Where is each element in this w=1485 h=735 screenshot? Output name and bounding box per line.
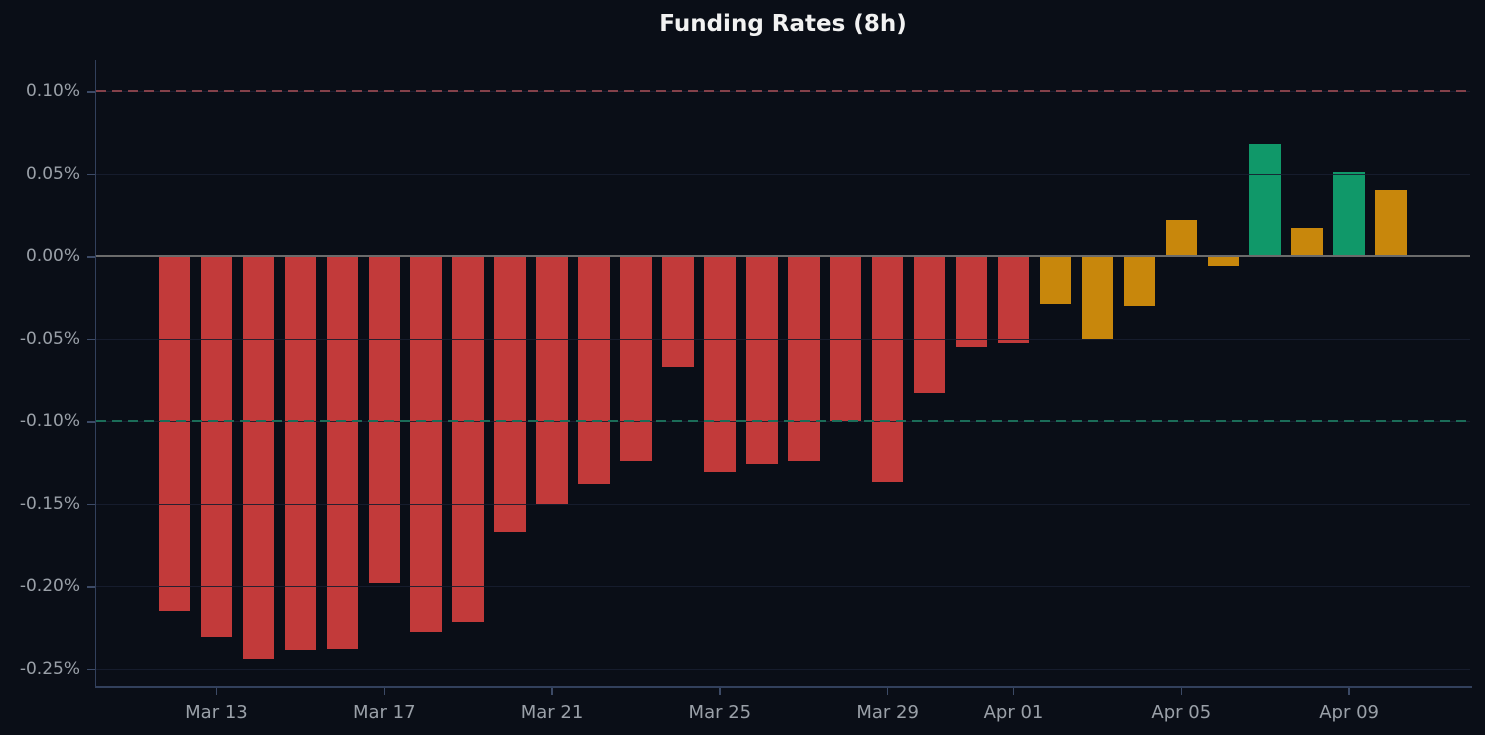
bar-apr-02 bbox=[1039, 256, 1072, 304]
y-tick-label: -0.25% bbox=[19, 658, 80, 679]
bar-apr-09 bbox=[1333, 171, 1365, 256]
bar-mar-18 bbox=[410, 256, 442, 633]
bar-mar-27 bbox=[788, 256, 820, 461]
y-axis-spine bbox=[94, 60, 96, 688]
y-tick-mark bbox=[86, 421, 95, 423]
y-tick-label: 0.05% bbox=[25, 163, 80, 184]
y-tick-label: 0.00% bbox=[25, 246, 80, 267]
x-tick-label: Apr 05 bbox=[1151, 702, 1212, 723]
y-tick-mark bbox=[86, 173, 95, 176]
gridline bbox=[96, 173, 1470, 175]
bar-mar-20 bbox=[494, 256, 526, 532]
bar-mar-19 bbox=[452, 256, 484, 623]
bar-apr-03 bbox=[1081, 256, 1114, 339]
bar-mar-21 bbox=[536, 256, 568, 504]
bar-mar-30 bbox=[913, 256, 946, 393]
x-tick-mark bbox=[719, 687, 721, 695]
bar-apr-01 bbox=[997, 256, 1030, 344]
y-tick-mark bbox=[86, 586, 95, 588]
bar-apr-07 bbox=[1249, 143, 1281, 256]
bar-apr-05 bbox=[1165, 219, 1198, 256]
y-tick-mark bbox=[86, 338, 95, 340]
x-tick-label: Mar 17 bbox=[352, 702, 416, 723]
y-tick-label: 0.10% bbox=[25, 81, 80, 102]
x-tick-label: Mar 29 bbox=[856, 702, 919, 723]
gridline bbox=[96, 338, 1470, 340]
bar-mar-31 bbox=[955, 256, 988, 347]
bar-mar-23 bbox=[620, 256, 652, 461]
plot-area bbox=[96, 60, 1470, 686]
bar-apr-04 bbox=[1123, 256, 1156, 306]
bar-mar-14 bbox=[242, 256, 275, 659]
x-tick-label: Apr 09 bbox=[1319, 702, 1379, 723]
x-tick-mark bbox=[1180, 687, 1183, 695]
bar-mar-25 bbox=[704, 256, 736, 473]
zero-line bbox=[96, 255, 1470, 258]
x-tick-mark bbox=[1348, 687, 1350, 695]
chart-title: Funding Rates (8h) bbox=[659, 11, 907, 37]
x-tick-mark bbox=[886, 687, 889, 695]
x-tick-label: Mar 13 bbox=[185, 702, 248, 723]
lower-threshold-line bbox=[96, 420, 1470, 422]
gridline bbox=[96, 668, 1470, 670]
y-tick-mark bbox=[86, 256, 95, 258]
bar-mar-17 bbox=[368, 256, 400, 583]
x-tick-mark bbox=[215, 687, 218, 695]
y-tick-mark bbox=[86, 91, 95, 93]
x-tick-label: Apr 01 bbox=[983, 702, 1044, 723]
gridline bbox=[96, 586, 1470, 587]
bar-apr-10 bbox=[1375, 190, 1407, 256]
bar-mar-26 bbox=[746, 256, 778, 464]
y-tick-mark bbox=[86, 668, 95, 670]
x-axis-spine bbox=[94, 686, 1472, 688]
bar-mar-15 bbox=[284, 256, 317, 651]
bar-mar-24 bbox=[662, 256, 694, 367]
bar-apr-08 bbox=[1291, 227, 1323, 256]
upper-threshold-line bbox=[96, 90, 1470, 93]
y-tick-label: -0.20% bbox=[19, 576, 80, 596]
y-tick-label: -0.10% bbox=[19, 411, 80, 431]
bar-mar-16 bbox=[326, 256, 359, 649]
bar-mar-13 bbox=[200, 256, 233, 638]
y-tick-label: -0.15% bbox=[19, 493, 80, 514]
bar-mar-29 bbox=[871, 256, 904, 483]
x-tick-mark bbox=[383, 687, 385, 695]
y-tick-label: -0.05% bbox=[19, 328, 80, 349]
y-tick-mark bbox=[86, 503, 95, 505]
x-tick-mark bbox=[1012, 687, 1015, 695]
bar-mar-22 bbox=[578, 256, 610, 484]
bar-apr-06 bbox=[1207, 256, 1239, 266]
x-tick-label: Mar 25 bbox=[688, 702, 752, 723]
gridline bbox=[96, 503, 1470, 505]
bar-mar-12 bbox=[158, 256, 191, 611]
x-tick-label: Mar 21 bbox=[520, 702, 584, 723]
x-tick-mark bbox=[551, 687, 553, 695]
